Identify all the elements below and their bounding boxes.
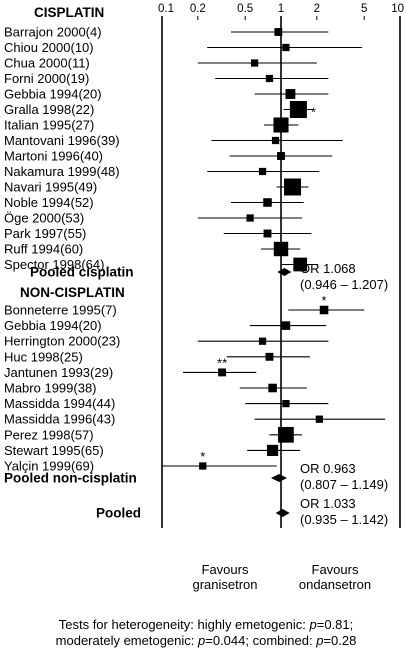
study-marker	[315, 415, 323, 423]
study-marker	[278, 426, 294, 443]
favours-right-label: Favours	[312, 562, 359, 577]
overall-pooled-label: Pooled	[96, 506, 141, 521]
study-marker	[319, 305, 329, 315]
footnote-line: moderately emetogenic: p=0.044; combined…	[56, 633, 357, 648]
study-marker	[250, 59, 259, 67]
study-label: Chua 2000(11)	[4, 56, 90, 71]
study-marker	[273, 117, 289, 133]
study-label: Massidda 1996(43)	[4, 412, 115, 427]
study-marker	[282, 43, 290, 52]
pooled-diamond	[277, 268, 292, 276]
study-label: Martoni 1996(40)	[4, 149, 103, 164]
study-label: Massidda 1994(44)	[4, 396, 115, 411]
pooled-diamond	[271, 474, 288, 482]
x-tick-label: 0.2	[190, 3, 206, 15]
group-header: CISPLATIN	[34, 5, 104, 20]
pooled-ci-text: (0.946 – 1.207)	[300, 277, 388, 292]
pooled-label: Pooled cisplatin	[30, 265, 134, 280]
study-marker	[258, 337, 267, 345]
x-tick-label: 10	[391, 3, 404, 15]
overall-pooled-diamond	[275, 509, 290, 517]
study-marker	[284, 178, 302, 196]
study-label: Mantovani 1996(39)	[4, 133, 120, 148]
study-label: Spector 1998(64)	[4, 257, 104, 272]
study-marker	[258, 167, 267, 176]
study-marker	[218, 368, 227, 377]
study-label: Nakamura 1999(48)	[4, 164, 120, 179]
study-marker	[289, 101, 307, 118]
study-marker	[271, 136, 280, 145]
x-tick-label: 2	[314, 3, 320, 15]
x-tick-label: 0.5	[237, 3, 253, 15]
study-label: Park 1997(55)	[4, 226, 86, 241]
study-marker	[263, 198, 272, 207]
study-marker	[281, 321, 291, 330]
study-marker	[285, 89, 296, 99]
study-label: Forni 2000(19)	[4, 71, 89, 86]
study-marker	[273, 241, 289, 257]
study-label: Gralla 1998(22)	[4, 102, 94, 117]
study-marker	[268, 383, 277, 393]
x-tick-label: 1	[278, 3, 284, 15]
study-marker	[246, 214, 254, 222]
favours-left-label: granisetron	[192, 577, 257, 592]
study-label: Jantunen 1993(29)	[4, 365, 113, 380]
study-label: Stewart 1995(65)	[4, 443, 104, 458]
significance-mark: *	[322, 293, 327, 308]
significance-mark: *	[311, 105, 316, 120]
study-label: Öge 2000(53)	[4, 211, 84, 226]
x-tick-label: 0.1	[158, 3, 174, 15]
study-marker	[293, 257, 308, 272]
study-label: Gebbia 1994(20)	[4, 318, 102, 333]
study-marker	[282, 399, 290, 408]
study-marker	[277, 152, 285, 160]
study-label: Italian 1995(27)	[4, 118, 94, 133]
pooled-label: Pooled non-cisplatin	[4, 471, 137, 486]
pooled-or-text: OR 0.963	[300, 461, 356, 476]
overall-ci-text: (0.935 – 1.142)	[300, 512, 388, 527]
study-label: Perez 1998(57)	[4, 427, 94, 442]
study-label: Bonneterre 1995(7)	[4, 303, 117, 318]
study-label: Herrington 2000(23)	[4, 334, 120, 349]
pooled-ci-text: (0.807 – 1.149)	[300, 477, 388, 492]
favours-left-label: Favours	[202, 562, 249, 577]
study-label: Mabro 1999(38)	[4, 381, 97, 396]
x-tick-label: 5	[361, 3, 367, 15]
study-label: Huc 1998(25)	[4, 349, 83, 364]
study-marker	[199, 462, 207, 470]
study-label: Barrajon 2000(4)	[4, 25, 102, 40]
group-header: NON-CISPLATIN	[20, 285, 125, 300]
study-label: Ruff 1994(60)	[4, 242, 83, 257]
footnote-line: Tests for heterogeneity: highly emetogen…	[59, 617, 354, 632]
favours-right-label: ondansetron	[299, 577, 371, 592]
study-label: Gebbia 1994(20)	[4, 87, 102, 102]
pooled-or-text: OR 1.068	[300, 261, 356, 276]
study-label: Chiou 2000(10)	[4, 40, 94, 55]
significance-mark: **	[217, 355, 227, 370]
study-label: Noble 1994(52)	[4, 195, 94, 210]
study-marker	[263, 229, 272, 238]
study-marker	[267, 444, 279, 456]
overall-or-text: OR 1.033	[300, 496, 356, 511]
study-marker	[274, 28, 283, 36]
study-marker	[265, 74, 274, 83]
study-label: Navari 1995(49)	[4, 180, 97, 195]
significance-mark: *	[200, 449, 205, 464]
study-marker	[265, 352, 274, 361]
study-label: Yalçin 1999(69)	[4, 459, 94, 474]
